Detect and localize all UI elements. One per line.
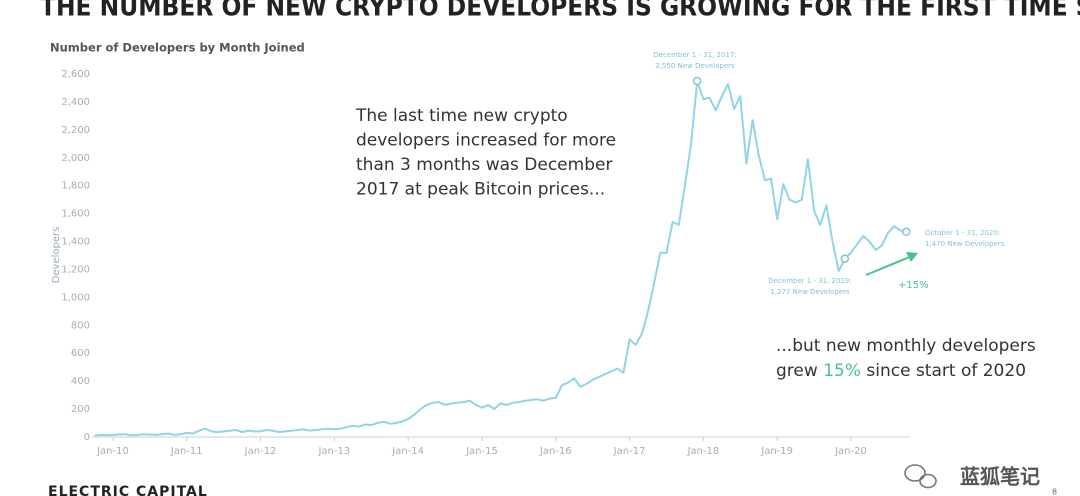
callout-top: The last time new crypto developers incre… — [355, 106, 616, 200]
callout-text: since start of 2020 — [861, 361, 1026, 381]
y-tick-label: 400 — [71, 376, 90, 387]
y-tick-label: 1,400 — [61, 237, 90, 248]
highlight-point — [902, 227, 911, 237]
callout-top-line: 2017 at peak Bitcoin prices... — [356, 180, 605, 200]
callout-top-line: than 3 months was December — [356, 155, 612, 175]
y-tick-label: 1,800 — [61, 181, 90, 192]
y-tick-label: 800 — [71, 320, 90, 331]
callout-highlight: 15% — [823, 361, 861, 381]
y-tick-label: 1,600 — [61, 209, 90, 220]
callout-bottom-line: grew 15% since start of 2020 — [776, 361, 1026, 381]
y-tick-label: 2,600 — [61, 69, 90, 80]
x-tick-label: Jan-16 — [539, 446, 572, 457]
y-tick-label: 600 — [71, 348, 90, 359]
y-tick-label: 2,400 — [61, 97, 90, 108]
x-tick-label: Jan-11 — [170, 446, 203, 457]
wechat-icon — [904, 464, 937, 489]
annotation: 2,550 New Developers — [655, 62, 735, 70]
y-tick-label: 200 — [71, 404, 90, 415]
x-tick-label: Jan-19 — [760, 446, 793, 457]
callout-top-line: The last time new crypto — [355, 106, 568, 126]
x-tick-label: Jan-13 — [317, 446, 350, 457]
chart-subtitle: Number of Developers by Month Joined — [50, 41, 305, 55]
growth-arrowhead — [906, 252, 918, 262]
annotation: 1,470 New Developers — [925, 240, 1005, 248]
growth-arrow — [865, 255, 913, 276]
x-tick-label: Jan-14 — [391, 446, 424, 457]
annotation: 1,277 New Developers — [770, 288, 850, 296]
x-tick-label: Jan-10 — [96, 446, 129, 457]
highlight-point — [840, 254, 850, 263]
watermark: 蓝狐笔记 — [960, 465, 1040, 489]
x-tick-label: Jan-18 — [686, 446, 719, 457]
brand: ELECTRIC CAPITAL — [48, 484, 208, 496]
data-line — [94, 80, 907, 437]
y-tick-label: 0 — [84, 432, 90, 443]
callout-top-line: developers increased for more — [356, 131, 616, 151]
annotation: December 1 - 31, 2019: — [768, 277, 851, 285]
x-tick-label: Jan-15 — [465, 446, 498, 457]
y-tick-label: 2,200 — [61, 125, 90, 136]
highlight-point — [692, 76, 702, 86]
y-tick-label: 1,200 — [61, 264, 90, 275]
callout-text: grew — [776, 361, 823, 381]
x-tick-label: Jan-20 — [834, 446, 867, 457]
annotation: +15% — [898, 280, 929, 291]
callout-bottom-line: ...but new monthly developers — [776, 336, 1036, 356]
page-number: 8 — [1052, 488, 1057, 496]
y-tick-label: 1,000 — [61, 292, 90, 303]
annotation: December 1 - 31, 2017: — [653, 51, 736, 59]
x-tick-label: Jan-17 — [613, 446, 646, 457]
annotation: October 1 - 31, 2020: — [925, 229, 1000, 237]
y-axis-label: Developers — [51, 227, 62, 284]
y-tick-label: 2,000 — [61, 153, 90, 164]
slide-title: THE NUMBER OF NEW CRYPTO DEVELOPERS IS G… — [40, 0, 1080, 23]
x-tick-label: Jan-12 — [244, 446, 277, 457]
